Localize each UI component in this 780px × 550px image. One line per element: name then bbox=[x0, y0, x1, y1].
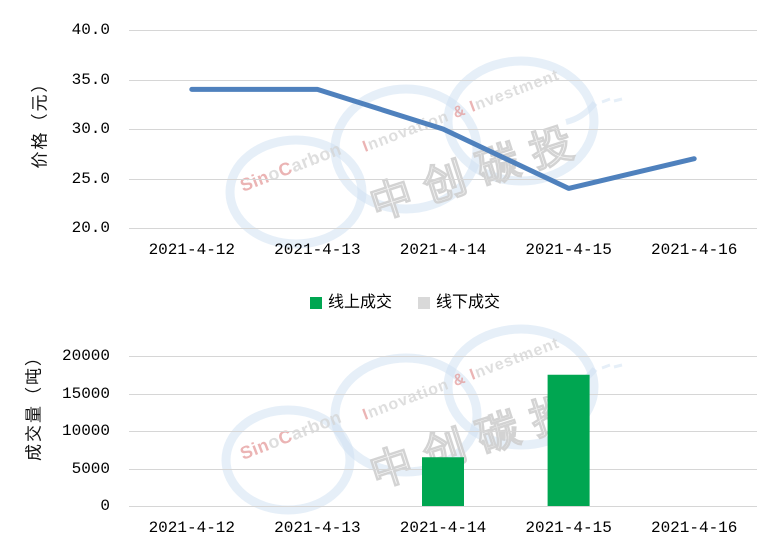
price-y-tick: 30.0 bbox=[71, 120, 110, 138]
volume-x-tick: 2021-4-13 bbox=[274, 519, 361, 537]
price-line-series bbox=[189, 86, 697, 191]
legend-label: 线上成交 bbox=[327, 294, 392, 311]
volume-x-tick: 2021-4-16 bbox=[650, 519, 738, 537]
volume-x-tick: 2021-4-14 bbox=[399, 519, 487, 537]
legend: 线上成交 线下成交 bbox=[25, 294, 780, 312]
volume-bar-online bbox=[547, 374, 590, 506]
price-x-tick: 2021-4-14 bbox=[399, 241, 487, 259]
price-x-tick: 2021-4-16 bbox=[650, 241, 738, 259]
volume-bar-online bbox=[422, 457, 464, 506]
volume-x-tick: 2021-4-12 bbox=[148, 519, 235, 537]
legend-item-0: 线上成交 bbox=[309, 294, 392, 312]
price-y-tick: 25.0 bbox=[71, 169, 110, 188]
price-line-plot-area bbox=[129, 30, 757, 229]
price-y-tick: 40.0 bbox=[71, 21, 110, 39]
volume-y-tick: 20000 bbox=[61, 347, 110, 365]
price-x-tick: 2021-4-12 bbox=[148, 241, 235, 259]
price-y-tick: 20.0 bbox=[71, 219, 110, 237]
volume-y-tick: 15000 bbox=[61, 384, 110, 403]
legend-label: 线下成交 bbox=[436, 294, 501, 311]
volume-y-tick: 0 bbox=[100, 497, 110, 515]
price-x-tick: 2021-4-15 bbox=[525, 241, 612, 259]
price-y-tick: 35.0 bbox=[71, 70, 110, 89]
volume-bar-plot-area bbox=[129, 356, 757, 507]
legend-swatch bbox=[418, 297, 430, 309]
legend-swatch bbox=[309, 297, 322, 309]
volume-y-tick: 5000 bbox=[71, 459, 110, 478]
volume-x-tick: 2021-4-15 bbox=[525, 519, 612, 537]
volume-y-tick: 10000 bbox=[61, 422, 110, 440]
legend-item-1: 线下成交 bbox=[418, 294, 500, 312]
price-x-tick: 2021-4-13 bbox=[274, 241, 361, 259]
